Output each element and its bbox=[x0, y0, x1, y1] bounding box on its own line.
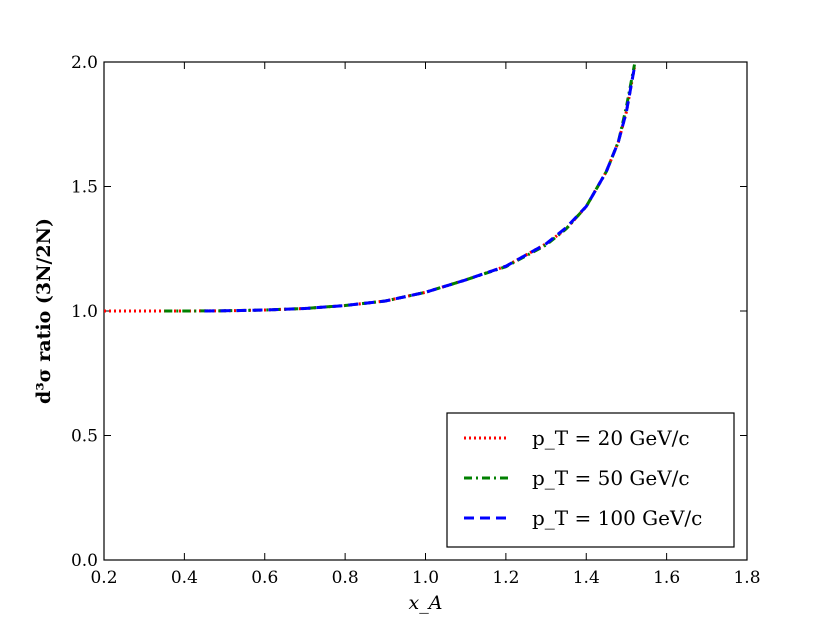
x-tick-label: 1.2 bbox=[492, 568, 519, 588]
legend: p_T = 20 GeV/c p_T = 50 GeV/c p_T = 100 Ge… bbox=[446, 412, 735, 548]
x-tick-label: 1.6 bbox=[653, 568, 680, 588]
series-layer bbox=[104, 64, 636, 313]
y-tick-label: 2.0 bbox=[71, 53, 98, 73]
y-axis-label: d³σ ratio (3N/2N) bbox=[33, 218, 55, 404]
legend-label-3: p_T = 100 GeV/c bbox=[532, 506, 702, 530]
series-line-1 bbox=[104, 66, 636, 313]
legend-label-2: p_T = 50 GeV/c bbox=[532, 466, 690, 490]
y-tick-label: 1.5 bbox=[71, 178, 98, 198]
x-axis-label: x_A bbox=[409, 592, 443, 614]
y-tick-label: 0.0 bbox=[71, 551, 98, 571]
x-tick-label: 1.4 bbox=[573, 568, 600, 588]
y-tick-label: 0.5 bbox=[71, 427, 98, 447]
legend-label-1: p_T = 20 GeV/c bbox=[532, 426, 690, 450]
x-tick-label: 0.2 bbox=[90, 568, 117, 588]
x-tick-label: 0.6 bbox=[251, 568, 278, 588]
series-line-3 bbox=[204, 66, 636, 313]
legend-box bbox=[446, 412, 735, 548]
ticks: 0.2 0.4 0.6 0.8 1.0 1.2 1.4 1.6 1.8 0.0 0.5 1.0 1.5 2… bbox=[71, 53, 761, 588]
x-tick-label: 1.0 bbox=[412, 568, 439, 588]
series-line-2 bbox=[164, 64, 636, 313]
x-tick-label: 0.4 bbox=[171, 568, 198, 588]
x-tick-label: 1.8 bbox=[733, 568, 760, 588]
x-tick-label: 0.8 bbox=[332, 568, 359, 588]
y-tick-label: 1.0 bbox=[71, 302, 98, 322]
